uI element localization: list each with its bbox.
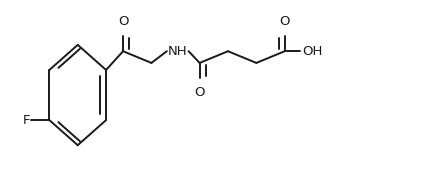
Text: O: O bbox=[194, 86, 205, 99]
Text: O: O bbox=[117, 15, 128, 29]
Text: NH: NH bbox=[167, 45, 187, 58]
Text: OH: OH bbox=[302, 45, 322, 58]
Text: F: F bbox=[22, 114, 30, 127]
Text: O: O bbox=[279, 15, 289, 29]
